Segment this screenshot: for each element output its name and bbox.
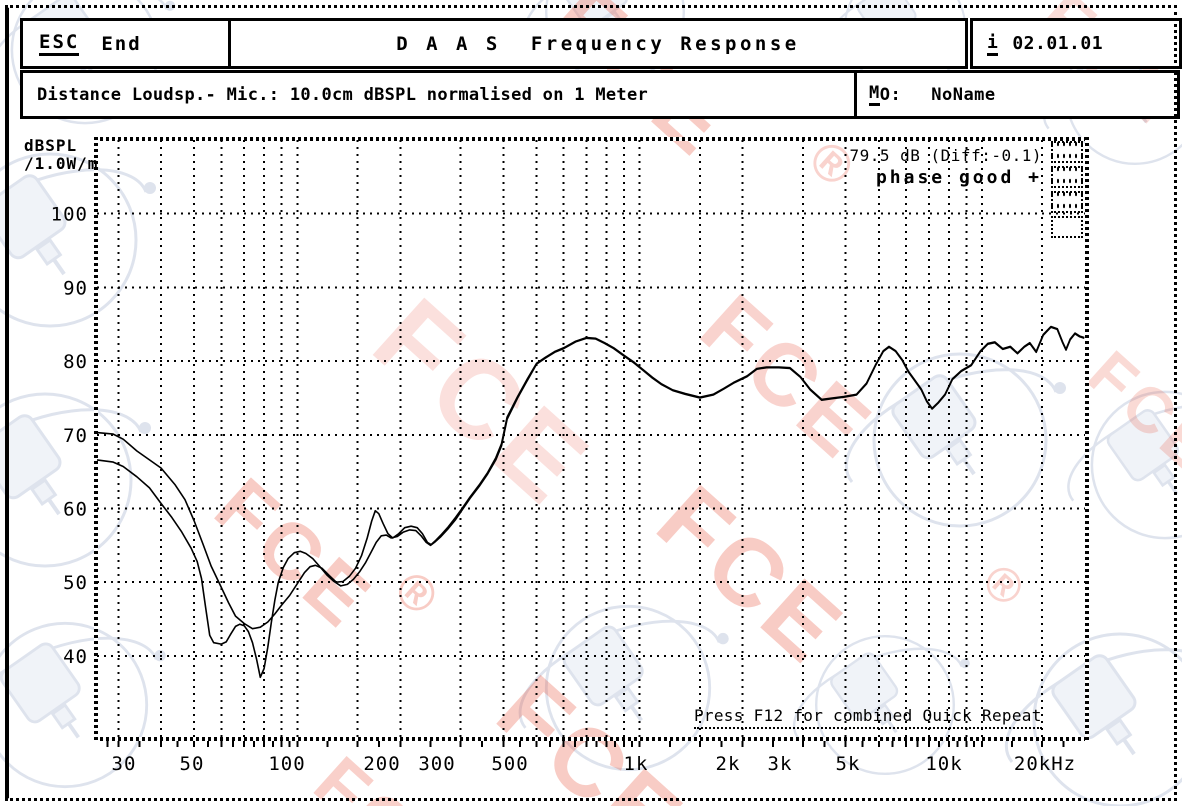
y-unit-line2: /1.0W/m xyxy=(24,154,99,173)
mo-filename: NoName xyxy=(931,84,996,105)
page-title: Frequency Response xyxy=(530,32,800,55)
esc-key-label: ESC xyxy=(39,31,80,56)
measurement-info-bar: Distance Loudsp.- Mic.: 10.0cm dBSPL nor… xyxy=(20,70,864,119)
mo-file-button[interactable]: M O: NoName xyxy=(854,70,1180,119)
window-title: D A A S Frequency Response xyxy=(228,18,968,69)
mo-key-label: M xyxy=(869,83,880,106)
mo-label-rest: O: xyxy=(879,84,902,105)
curve-style-indicators xyxy=(1051,141,1083,238)
measurement-info-text: Distance Loudsp.- Mic.: 10.0cm dBSPL nor… xyxy=(37,84,649,105)
info-key-label: i xyxy=(987,32,999,56)
plot-frame-bottom xyxy=(94,737,1089,741)
esc-end-button[interactable]: ESC End xyxy=(20,18,240,69)
plot-frame-top xyxy=(94,137,1089,141)
version-number: 02.01.01 xyxy=(1012,33,1104,54)
legend-level-text: 79.5 dB (Diff:-0.1) xyxy=(849,146,1042,165)
curve-style-box-4[interactable] xyxy=(1051,216,1083,238)
curve-style-box-1[interactable] xyxy=(1051,141,1083,163)
legend-phase-text: phase good + xyxy=(875,167,1042,188)
plot-frame-left xyxy=(94,137,98,741)
app-name: D A A S xyxy=(396,32,501,55)
curve-style-box-2[interactable] xyxy=(1051,166,1083,188)
info-version-button[interactable]: i 02.01.01 xyxy=(970,18,1182,69)
measurement-legend: 79.5 dB (Diff:-0.1) phase good + xyxy=(849,146,1042,188)
f12-hint-text: Press F12 for combined Quick Repeat xyxy=(694,706,1042,729)
curve-style-box-3[interactable] xyxy=(1051,191,1083,213)
esc-action-label: End xyxy=(101,32,142,55)
y-unit-line1: dBSPL xyxy=(24,136,78,155)
y-axis-unit-label: dBSPL /1.0W/m xyxy=(24,137,98,173)
plot-frame-right xyxy=(1085,137,1089,741)
